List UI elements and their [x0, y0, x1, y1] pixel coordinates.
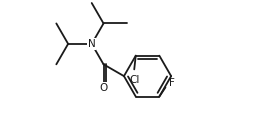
Text: N: N — [88, 39, 96, 49]
Text: F: F — [169, 78, 175, 88]
Text: Cl: Cl — [129, 75, 139, 85]
Text: O: O — [99, 83, 108, 93]
